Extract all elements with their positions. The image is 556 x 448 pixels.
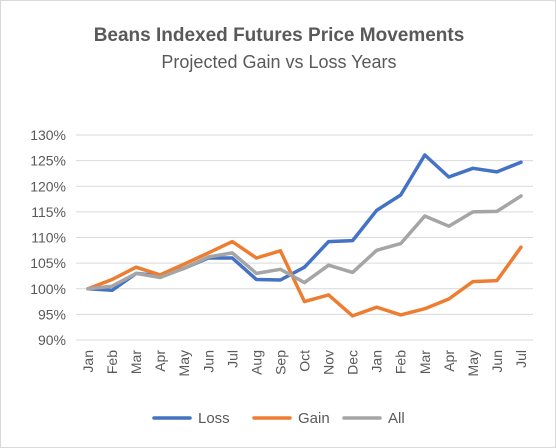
legend-label-loss: Loss xyxy=(198,410,230,427)
x-tick-label: Feb xyxy=(393,350,409,374)
y-tick-label: 120% xyxy=(30,178,66,194)
x-tick-label: Mar xyxy=(128,350,144,374)
y-tick-label: 115% xyxy=(31,204,66,220)
y-tick-label: 95% xyxy=(38,306,66,322)
y-tick-label: 110% xyxy=(31,230,66,246)
legend: Loss Gain All xyxy=(152,410,405,427)
chart-title: Beans Indexed Futures Price Movements xyxy=(94,25,465,46)
series-lines xyxy=(86,153,523,318)
x-tick-label: Jan xyxy=(369,350,385,373)
gridlines xyxy=(76,134,533,341)
y-tick-label: 125% xyxy=(30,153,66,169)
y-axis-ticks: 130% 125% 120% 115% 110% 105% 100% 95% 90% xyxy=(30,127,66,348)
x-tick-label: Jun xyxy=(200,350,216,373)
y-tick-label: 130% xyxy=(30,127,66,143)
x-tick-label: Sep xyxy=(272,350,288,375)
x-tick-label: May xyxy=(176,350,192,376)
x-tick-label: Aug xyxy=(248,350,264,375)
x-tick-label: Jan xyxy=(80,350,96,373)
series-line-gain xyxy=(86,239,523,318)
x-tick-label: Oct xyxy=(297,350,313,372)
x-tick-label: Nov xyxy=(321,350,337,375)
x-tick-label: Apr xyxy=(152,350,168,372)
x-tick-label: Jul xyxy=(224,350,240,368)
x-tick-label: Dec xyxy=(345,350,361,375)
legend-label-all: All xyxy=(388,410,405,427)
y-tick-label: 90% xyxy=(38,332,66,348)
chart-subtitle: Projected Gain vs Loss Years xyxy=(161,52,396,72)
x-tick-label: Jul xyxy=(513,350,529,368)
x-tick-label: May xyxy=(465,350,481,376)
x-tick-label: Jun xyxy=(489,350,505,373)
x-tick-label: Apr xyxy=(441,350,457,372)
series-line-all xyxy=(86,194,523,291)
legend-label-gain: Gain xyxy=(298,410,330,427)
x-tick-label: Mar xyxy=(417,350,433,374)
y-tick-label: 100% xyxy=(30,281,66,297)
x-axis-ticks: Jan Feb Mar Apr May Jun Jul Aug Sep Oct Nov Dec Jan F… xyxy=(80,350,529,377)
y-tick-label: 105% xyxy=(30,255,66,271)
x-tick-label: Feb xyxy=(104,350,120,374)
